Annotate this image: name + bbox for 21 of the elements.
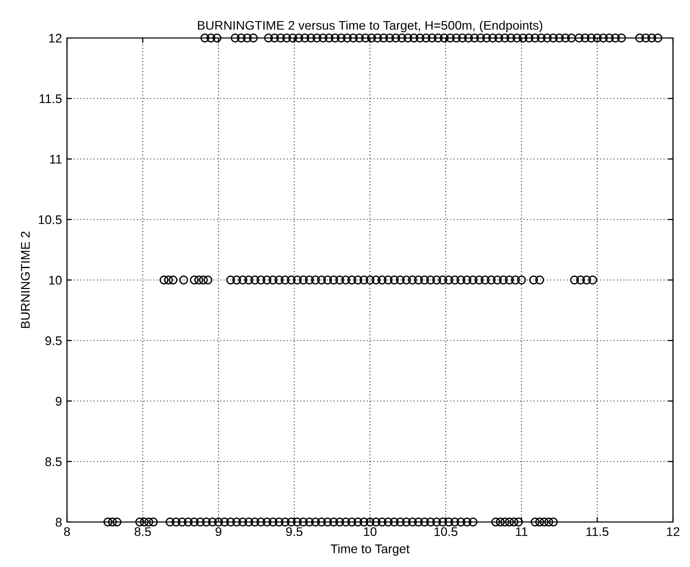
y-tick-label: 8	[56, 518, 62, 527]
y-axis-title: BURNINGTIME 2	[20, 232, 30, 328]
x-tick-label: 8.5	[134, 527, 151, 536]
x-tick-label: 10	[364, 527, 376, 536]
x-tick-label: 9.5	[286, 527, 302, 536]
x-tick-label: 10.5	[434, 527, 458, 536]
y-tick-label: 10	[49, 276, 62, 285]
x-tick-label: 12	[667, 527, 680, 536]
y-tick-label: 8.5	[45, 457, 62, 466]
y-tick-label: 11.5	[40, 94, 62, 104]
x-axis-title: Time to Target	[330, 544, 410, 556]
x-tick-label: 11	[516, 527, 528, 536]
y-tick-label: 10.5	[38, 215, 62, 224]
x-tick-label: 9	[216, 527, 222, 536]
x-tick-label: 11.5	[586, 527, 608, 536]
y-tick-label: 9.5	[45, 336, 62, 346]
chart-title: BURNINGTIME 2 versus Time to Target, H=500m, (Endpoints)	[198, 20, 542, 32]
x-tick-label: 8	[64, 527, 70, 536]
y-tick-label: 11	[50, 154, 62, 164]
y-tick-label: 12	[49, 34, 62, 43]
y-tick-label: 9	[56, 396, 62, 406]
